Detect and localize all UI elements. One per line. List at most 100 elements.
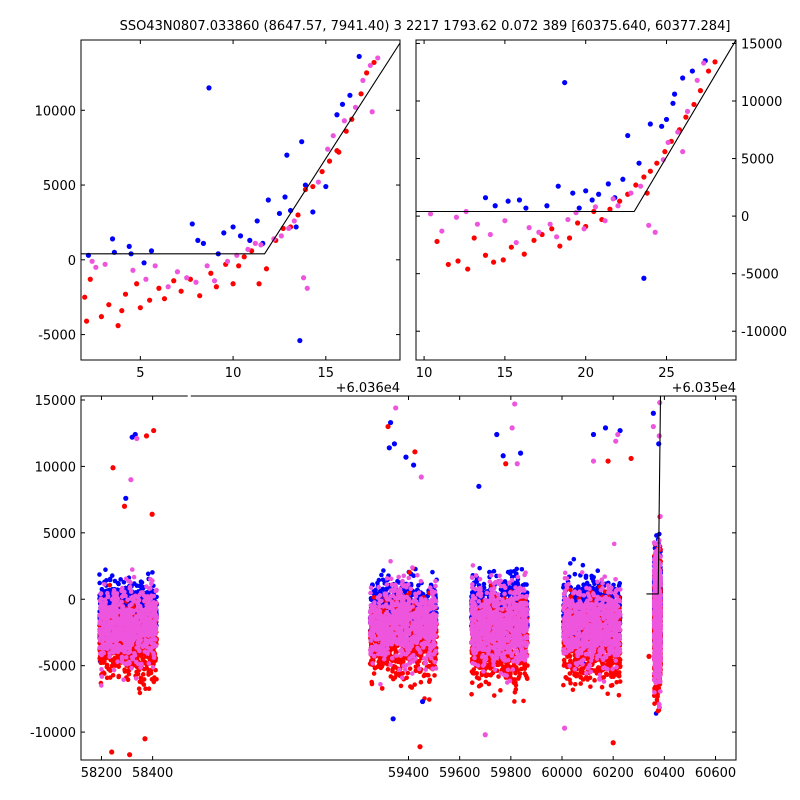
scatter-point bbox=[299, 139, 305, 145]
scatter-point bbox=[111, 667, 117, 673]
scatter-point bbox=[424, 623, 430, 629]
scatter-point bbox=[148, 585, 153, 591]
scatter-point bbox=[388, 662, 393, 667]
scatter-point bbox=[325, 146, 331, 152]
scatter-point bbox=[119, 654, 125, 660]
scatter-point bbox=[106, 632, 111, 637]
scatter-point bbox=[701, 60, 707, 66]
scatter-point bbox=[404, 663, 409, 668]
x-tick-label: 15 bbox=[497, 366, 514, 381]
scatter-point bbox=[562, 79, 568, 86]
plot-area bbox=[416, 40, 736, 281]
scatter-point bbox=[145, 571, 151, 577]
scatter-point bbox=[153, 606, 159, 612]
scatter-point bbox=[490, 259, 497, 265]
scatter-point bbox=[286, 225, 292, 232]
scatter-point bbox=[393, 596, 398, 601]
scatter-point bbox=[161, 296, 168, 302]
scatter-point bbox=[131, 574, 137, 580]
scatter-point bbox=[145, 621, 151, 627]
series-1 bbox=[434, 59, 718, 272]
scatter-point bbox=[105, 646, 110, 652]
scatter-point bbox=[417, 666, 422, 672]
scatter-point bbox=[368, 614, 374, 619]
scatter-point bbox=[122, 633, 128, 638]
scatter-point bbox=[98, 591, 104, 596]
scatter-point bbox=[384, 595, 389, 601]
scatter-point bbox=[487, 231, 493, 238]
scatter-point bbox=[116, 622, 121, 628]
scatter-point bbox=[417, 618, 422, 624]
scatter-point bbox=[125, 650, 131, 656]
scatter-point bbox=[381, 656, 387, 662]
scatter-point bbox=[412, 610, 418, 616]
scatter-point bbox=[120, 616, 126, 621]
scatter-point bbox=[712, 59, 718, 65]
scatter-point bbox=[130, 267, 136, 273]
scatter-point bbox=[394, 653, 399, 658]
scatter-point bbox=[407, 569, 412, 575]
scatter-point bbox=[413, 593, 419, 599]
scatter-point bbox=[670, 100, 676, 106]
scatter-point bbox=[431, 630, 437, 636]
scatter-point bbox=[380, 625, 386, 631]
scatter-point bbox=[610, 196, 616, 202]
scatter-point bbox=[189, 221, 195, 227]
scatter-point bbox=[482, 195, 489, 201]
scatter-point bbox=[137, 583, 142, 589]
scatter-point bbox=[236, 263, 242, 269]
scatter-point bbox=[415, 645, 420, 651]
scatter-point bbox=[121, 579, 127, 585]
scatter-point bbox=[404, 626, 410, 631]
x-tick-label: 10 bbox=[416, 366, 433, 381]
scatter-point bbox=[110, 672, 116, 678]
scatter-point bbox=[98, 314, 105, 320]
scatter-point bbox=[237, 233, 244, 239]
scatter-point bbox=[100, 601, 106, 607]
scatter-point bbox=[434, 238, 440, 245]
y-tick-label: 10000 bbox=[741, 95, 782, 110]
scatter-point bbox=[99, 683, 104, 688]
scatter-point bbox=[99, 674, 105, 679]
scatter-point bbox=[376, 584, 381, 590]
scatter-point bbox=[295, 212, 301, 218]
scatter-point bbox=[431, 640, 436, 645]
scatter-point bbox=[330, 133, 336, 139]
scatter-point bbox=[101, 632, 106, 638]
y-tick-label: 0 bbox=[68, 254, 76, 269]
scatter-point bbox=[135, 594, 141, 600]
scatter-point bbox=[137, 679, 143, 685]
figure-title: SSO43N0807.033860 (8647.57, 7941.40) 3 2… bbox=[120, 19, 731, 34]
scatter-point bbox=[130, 656, 136, 662]
scatter-point bbox=[367, 62, 373, 69]
scatter-point bbox=[433, 583, 438, 589]
scatter-point bbox=[132, 650, 137, 656]
scatter-point bbox=[404, 594, 410, 600]
scatter-point bbox=[265, 197, 271, 203]
scatter-point bbox=[491, 568, 497, 574]
scatter-point bbox=[147, 297, 153, 303]
scatter-point bbox=[368, 590, 373, 596]
scatter-point bbox=[602, 218, 608, 224]
y-tick-label: 10000 bbox=[35, 104, 76, 119]
scatter-point bbox=[126, 243, 132, 249]
scatter-point bbox=[408, 586, 414, 592]
scatter-point bbox=[118, 577, 123, 582]
scatter-point bbox=[109, 638, 115, 643]
scatter-point bbox=[549, 226, 555, 232]
scatter-point bbox=[122, 589, 127, 595]
scatter-point bbox=[142, 614, 148, 620]
scatter-point bbox=[127, 615, 133, 621]
scatter-point bbox=[293, 224, 299, 230]
scatter-point bbox=[184, 275, 190, 281]
scatter-point bbox=[417, 614, 422, 620]
scatter-point bbox=[165, 284, 171, 290]
scatter-point bbox=[589, 197, 595, 203]
scatter-point bbox=[375, 580, 380, 586]
scatter-point bbox=[445, 261, 451, 268]
scatter-point bbox=[109, 236, 116, 242]
scatter-point bbox=[513, 239, 519, 246]
plot-area bbox=[97, 396, 664, 758]
scatter-point bbox=[200, 240, 207, 246]
scatter-point bbox=[152, 613, 158, 619]
